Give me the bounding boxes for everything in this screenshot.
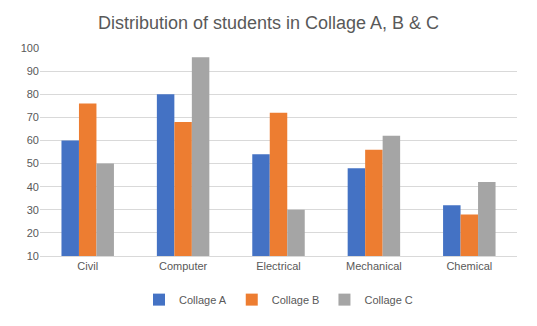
svg-text:10: 10 xyxy=(27,250,39,262)
svg-text:Collage C: Collage C xyxy=(364,294,412,306)
svg-text:Collage A: Collage A xyxy=(179,294,227,306)
svg-text:Civil: Civil xyxy=(77,260,98,272)
svg-text:60: 60 xyxy=(27,134,39,146)
svg-text:Electrical: Electrical xyxy=(256,260,301,272)
svg-text:Distribution of students in Co: Distribution of students in Collage A, B… xyxy=(98,13,439,33)
svg-text:50: 50 xyxy=(27,157,39,169)
svg-text:100: 100 xyxy=(21,42,39,54)
svg-text:Mechanical: Mechanical xyxy=(346,260,402,272)
svg-text:80: 80 xyxy=(27,88,39,100)
svg-text:70: 70 xyxy=(27,111,39,123)
svg-text:90: 90 xyxy=(27,65,39,77)
svg-text:Computer: Computer xyxy=(159,260,208,272)
svg-text:Chemical: Chemical xyxy=(446,260,492,272)
svg-text:20: 20 xyxy=(27,227,39,239)
svg-text:40: 40 xyxy=(27,181,39,193)
svg-text:30: 30 xyxy=(27,204,39,216)
svg-text:Collage B: Collage B xyxy=(272,294,320,306)
